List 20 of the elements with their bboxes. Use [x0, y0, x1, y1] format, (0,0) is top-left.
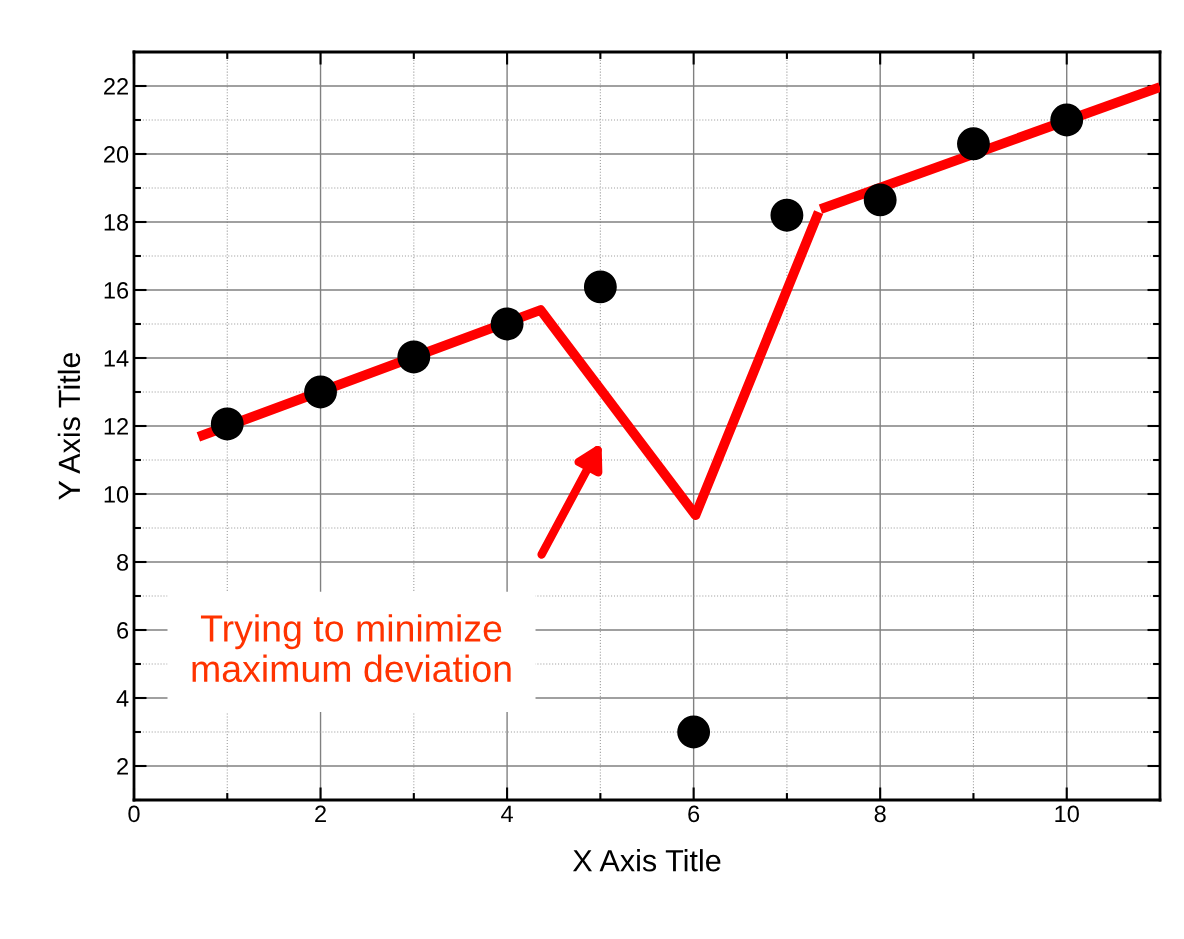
- y-tick-label: 8: [117, 554, 129, 571]
- y-tick-label: 18: [104, 214, 129, 231]
- y-tick-label: 10: [104, 486, 129, 503]
- y-tick-label: 16: [104, 282, 129, 299]
- y-tick-label: 4: [116, 690, 129, 707]
- y-tick-label: 22: [104, 78, 128, 95]
- x-tick-label: 4: [501, 805, 513, 822]
- y-tick-label: 12: [104, 418, 128, 435]
- x-tick-label: 10: [1055, 805, 1079, 823]
- annotation: Trying to minimize maximum deviation: [192, 614, 511, 683]
- x-axis-title: X Axis Title: [572, 849, 721, 872]
- x-tick-label: 8: [874, 805, 886, 823]
- y-tick-label: 6: [117, 622, 129, 639]
- y-tick-label: 14: [104, 350, 129, 367]
- y-tick-label: 20: [104, 146, 129, 163]
- x-tick-label: 0: [128, 805, 140, 823]
- y-axis-title: Y Axis Title: [57, 352, 81, 500]
- x-tick-label: 2: [315, 805, 326, 822]
- y-tick-label: 2: [117, 758, 128, 775]
- x-tick-label: 6: [688, 805, 700, 823]
